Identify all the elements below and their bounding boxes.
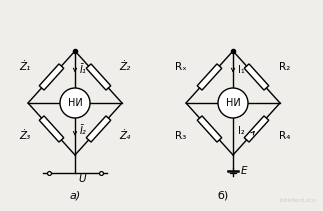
Text: Ż₄: Ż₄: [120, 131, 130, 141]
Bar: [39, 64, 64, 90]
Text: intellect.icu: intellect.icu: [279, 198, 316, 203]
Text: I₁: I₁: [238, 65, 245, 75]
Bar: [86, 64, 111, 90]
Text: a): a): [69, 191, 81, 201]
Text: НИ: НИ: [226, 98, 240, 108]
Bar: [86, 116, 111, 142]
Bar: [244, 64, 269, 90]
Text: R₃: R₃: [175, 131, 187, 141]
Text: R₄: R₄: [279, 131, 291, 141]
Text: Ż₂: Ż₂: [120, 62, 130, 72]
Text: E: E: [241, 166, 247, 176]
Text: I₂: I₂: [238, 126, 245, 136]
Circle shape: [60, 88, 90, 118]
Circle shape: [218, 88, 248, 118]
Text: Rₓ: Rₓ: [175, 62, 187, 72]
Text: Ī₂: Ī₂: [80, 126, 87, 136]
Bar: [197, 64, 222, 90]
Text: НИ: НИ: [68, 98, 82, 108]
Text: Ż₁: Ż₁: [19, 62, 31, 72]
Text: U: U: [78, 174, 86, 184]
Text: R₂: R₂: [279, 62, 291, 72]
Text: Ī₁: Ī₁: [80, 65, 87, 75]
Bar: [197, 116, 222, 142]
Bar: [244, 116, 269, 142]
Text: Ż₃: Ż₃: [19, 131, 31, 141]
Text: б): б): [217, 191, 229, 201]
Bar: [39, 116, 64, 142]
